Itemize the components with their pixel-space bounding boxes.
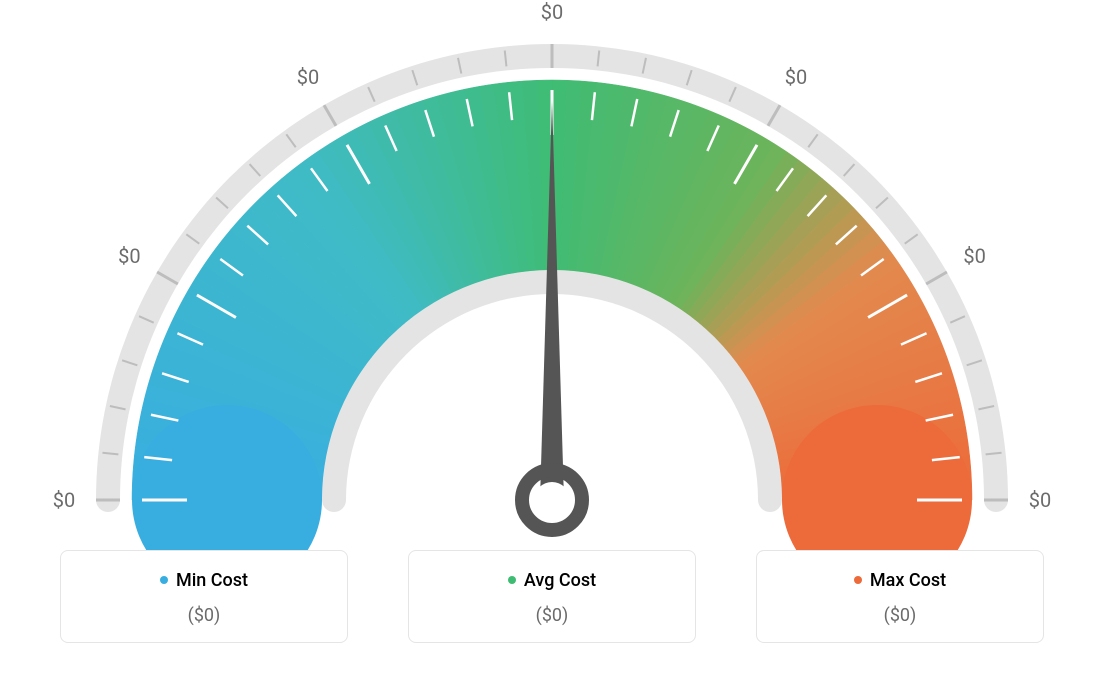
- legend-dot-avg: [508, 576, 516, 584]
- gauge-svg: [40, 10, 1064, 550]
- legend-card-avg: Avg Cost ($0): [408, 550, 696, 643]
- legend-label-min: Min Cost: [176, 570, 248, 591]
- gauge-tick-label: $0: [963, 244, 985, 268]
- legend-row: Min Cost ($0) Avg Cost ($0) Max Cost ($0…: [40, 550, 1064, 643]
- legend-value-avg: ($0): [419, 605, 685, 626]
- legend-value-max: ($0): [767, 605, 1033, 626]
- gauge-tick-label: $0: [53, 488, 75, 512]
- legend-value-min: ($0): [71, 605, 337, 626]
- legend-label-max: Max Cost: [870, 570, 946, 591]
- gauge-tick-label: $0: [785, 65, 807, 89]
- gauge-tick-label: $0: [541, 0, 563, 24]
- gauge-tick-label: $0: [118, 244, 140, 268]
- gauge-tick-label: $0: [297, 65, 319, 89]
- legend-card-min: Min Cost ($0): [60, 550, 348, 643]
- legend-dot-min: [160, 576, 168, 584]
- gauge-area: $0$0$0$0$0$0$0: [40, 10, 1064, 550]
- legend-dot-max: [854, 576, 862, 584]
- legend-card-max: Max Cost ($0): [756, 550, 1044, 643]
- gauge-chart-container: $0 $0 $0 $0 $0 $0 $0 Min Cost ($0) Avg Cost ($…: [0, 0, 1104, 690]
- gauge-tick-label: $0: [1029, 488, 1051, 512]
- legend-label-avg: Avg Cost: [524, 570, 596, 591]
